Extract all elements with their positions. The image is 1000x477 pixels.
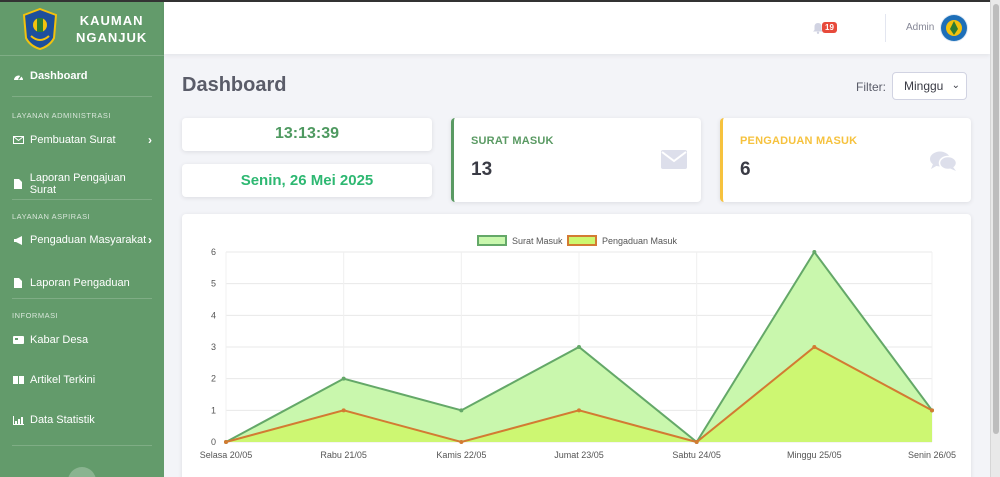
- sidebar-item-artikel-terkini[interactable]: Artikel Terkini: [0, 365, 164, 395]
- sidebar-item-label: Dashboard: [30, 70, 88, 82]
- sidebar-divider: [12, 199, 152, 200]
- y-tick-label: 6: [211, 247, 216, 257]
- stat-value: 6: [740, 159, 751, 180]
- clock-date: Senin, 26 Mei 2025: [240, 172, 374, 189]
- sidebar-toggle-button[interactable]: [68, 467, 96, 477]
- series-area-2: [226, 347, 932, 442]
- sidebar-item-label: Laporan Pengaduan: [30, 277, 130, 289]
- chart-card: 0 1 2 3 4 5 6 Selasa 20/05 Rabu 21/05 Kamis 22/05…: [182, 214, 971, 477]
- sidebar-item-kabar-desa[interactable]: Kabar Desa: [0, 325, 164, 355]
- y-tick-label: 4: [211, 310, 216, 320]
- topbar-divider: [885, 14, 886, 42]
- y-tick-label: 2: [211, 374, 216, 384]
- brand-line-2: NGANJUK: [76, 29, 148, 45]
- profile-emblem-icon: [941, 15, 967, 41]
- legend-label: Pengaduan Masuk: [602, 236, 678, 246]
- envelope-icon: [12, 135, 24, 145]
- sidebar-item-dashboard[interactable]: Dashboard: [0, 56, 164, 96]
- clock-time: 13:13:39: [274, 125, 340, 142]
- sidebar-item-laporan-pengaduan[interactable]: Laporan Pengaduan: [0, 268, 164, 298]
- document-icon: [12, 179, 24, 189]
- stat-label: SURAT MASUK: [471, 135, 554, 147]
- filter-value: Minggu: [904, 79, 944, 93]
- sidebar-item-label: Laporan Pengajuan Surat: [29, 172, 126, 196]
- data-point: [930, 408, 934, 413]
- sidebar-item-label: Kabar Desa: [30, 334, 89, 346]
- sidebar-item-label: Pengaduan Masyarakat: [30, 234, 147, 246]
- x-tick-label: Senin 26/05: [908, 450, 956, 460]
- clock-card: 13:13:39: [182, 118, 432, 151]
- sidebar-item-label: Data Statistik: [30, 414, 95, 426]
- page-scrollbar[interactable]: [990, 0, 1000, 477]
- notification-badge: 19: [822, 22, 837, 33]
- sidebar-item-data-statistik[interactable]: Data Statistik: [0, 405, 164, 435]
- data-point: [459, 440, 464, 444]
- brand-line-1: KAUMAN: [79, 12, 144, 28]
- chevron-right-icon: ›: [148, 233, 152, 247]
- x-tick-label: Kamis 22/05: [436, 450, 486, 460]
- y-tick-label: 1: [211, 405, 216, 415]
- avatar[interactable]: [940, 14, 968, 42]
- data-point: [224, 440, 228, 444]
- user-name[interactable]: Admin: [906, 22, 935, 33]
- x-tick-label: Rabu 21/05: [320, 450, 367, 460]
- stat-value: 13: [471, 159, 493, 180]
- bell-icon[interactable]: [812, 22, 824, 34]
- topbar: 19 Admin: [164, 2, 990, 54]
- comments-icon: [930, 151, 957, 171]
- envelope-icon: [661, 150, 687, 169]
- sidebar-item-pengaduan-masyarakat[interactable]: Pengaduan Masyarakat ›: [0, 226, 164, 254]
- y-tick-label: 5: [211, 279, 216, 289]
- data-point: [577, 408, 581, 413]
- kabupaten-logo-icon: [22, 7, 58, 50]
- x-tick-label: Sabtu 24/05: [672, 450, 721, 460]
- filter-select[interactable]: Minggu ⌄: [892, 72, 967, 100]
- sidebar-item-label: Artikel Terkini: [30, 374, 96, 386]
- document-icon: [12, 278, 24, 288]
- y-tick-label: 3: [211, 342, 216, 352]
- data-point: [812, 345, 817, 349]
- bar-chart-icon: [12, 415, 24, 425]
- stat-label: PENGADUAN MASUK: [740, 135, 858, 147]
- newspaper-icon: [12, 335, 24, 345]
- page-title: Dashboard: [182, 74, 287, 96]
- data-point: [341, 408, 346, 413]
- filter-label: Filter:: [856, 80, 886, 94]
- x-tick-label: Jumat 23/05: [554, 450, 604, 460]
- legend-label: Surat Masuk: [512, 236, 563, 246]
- sidebar-divider: [12, 445, 152, 446]
- date-card: Senin, 26 Mei 2025: [182, 164, 432, 197]
- legend-swatch: [477, 235, 507, 246]
- sidebar-heading-informasi: INFORMASI: [12, 311, 59, 320]
- data-point: [577, 345, 581, 349]
- chevron-right-icon: ›: [148, 133, 152, 147]
- legend-swatch: [567, 235, 597, 246]
- sidebar-item-pembuatan-surat[interactable]: Pembuatan Surat ›: [0, 127, 164, 153]
- data-point: [812, 250, 817, 254]
- y-tick-label: 0: [211, 437, 216, 447]
- data-point: [694, 440, 699, 444]
- sidebar-divider: [12, 298, 152, 299]
- pengaduan-masuk-card[interactable]: PENGADUAN MASUK 6: [720, 118, 971, 202]
- chevron-down-icon: ⌄: [951, 80, 960, 91]
- sidebar-item-laporan-pengajuan[interactable]: Laporan Pengajuan Surat: [0, 169, 164, 199]
- x-tick-label: Minggu 25/05: [787, 450, 842, 460]
- sidebar-divider: [12, 96, 152, 97]
- dashboard-icon: [12, 71, 24, 81]
- x-tick-label: Selasa 20/05: [200, 450, 253, 460]
- megaphone-icon: [12, 235, 24, 245]
- sidebar-heading-aspirasi: LAYANAN ASPIRASI: [12, 212, 91, 221]
- weekly-chart: 0 1 2 3 4 5 6 Selasa 20/05 Rabu 21/05 Kamis 22/05…: [200, 235, 956, 460]
- data-point: [459, 408, 464, 413]
- sidebar-brand[interactable]: KAUMAN NGANJUK: [0, 2, 164, 56]
- scrollbar-thumb[interactable]: [993, 4, 999, 434]
- book-icon: [12, 375, 24, 385]
- data-point: [341, 376, 346, 381]
- sidebar-item-label: Pembuatan Surat: [30, 134, 116, 146]
- sidebar: KAUMAN NGANJUK Dashboard LAYANAN ADMINIS…: [0, 2, 164, 477]
- surat-masuk-card[interactable]: SURAT MASUK 13: [451, 118, 701, 202]
- sidebar-heading-administrasi: LAYANAN ADMINISTRASI: [12, 111, 111, 120]
